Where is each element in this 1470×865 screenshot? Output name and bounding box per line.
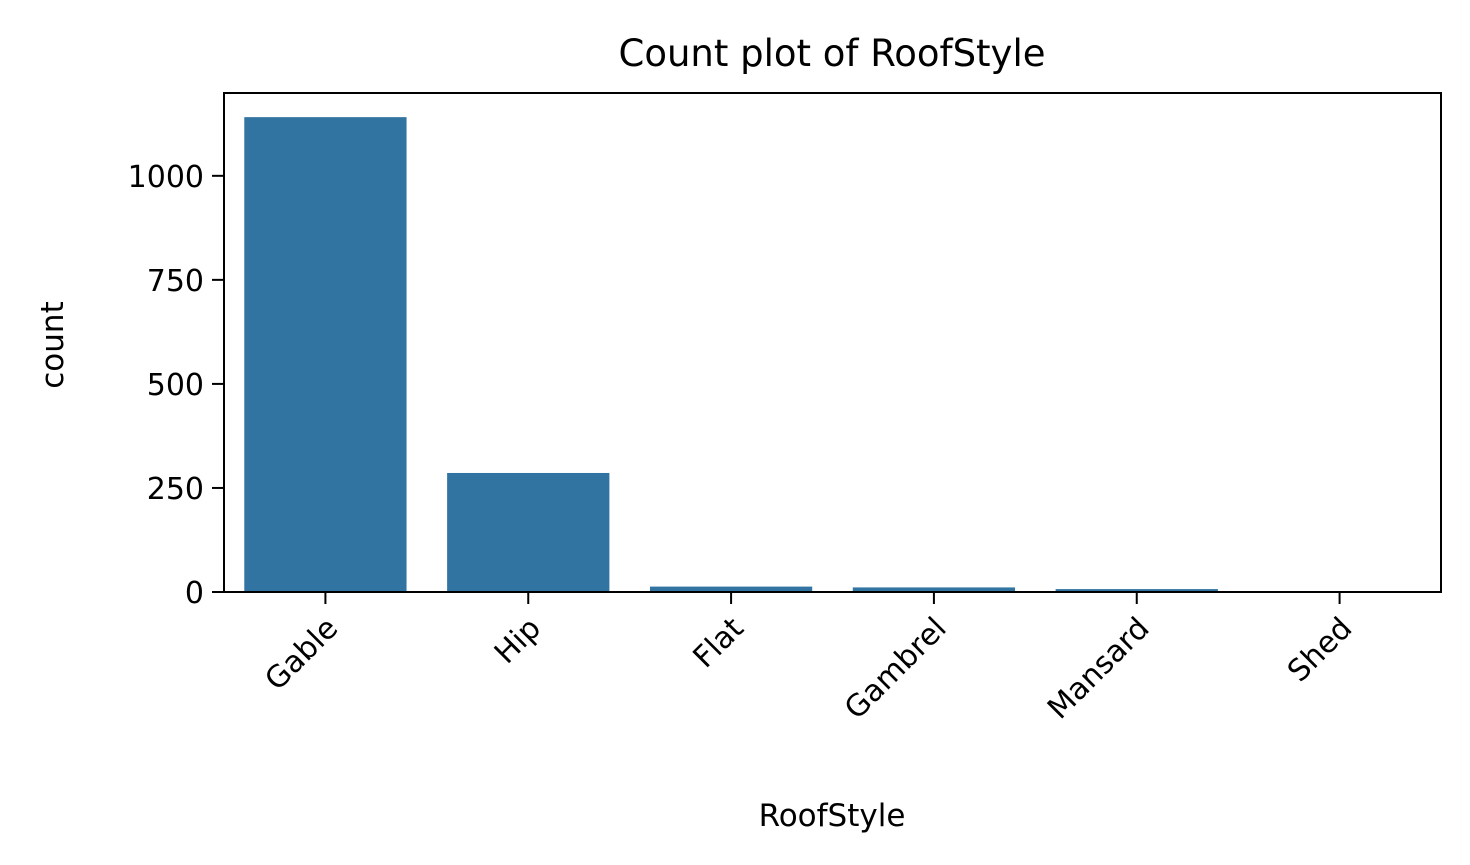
bar-gambrel bbox=[852, 587, 1016, 592]
bars-group bbox=[244, 117, 1421, 592]
plot-frame bbox=[223, 92, 1442, 593]
y-tick-label: 250 bbox=[147, 472, 204, 507]
y-axis-title: count bbox=[35, 301, 71, 388]
y-tick-label: 500 bbox=[147, 368, 204, 403]
bar-flat bbox=[649, 586, 813, 592]
chart-title: Count plot of RoofStyle bbox=[618, 32, 1045, 75]
y-tick-label: 0 bbox=[185, 576, 204, 611]
bar-mansard bbox=[1055, 589, 1218, 592]
bar-gable bbox=[244, 117, 407, 592]
y-axis: 0 250 500 750 1000 bbox=[128, 160, 224, 611]
bar-hip bbox=[447, 472, 610, 592]
x-axis-title: RoofStyle bbox=[759, 798, 906, 834]
y-tick-label: 750 bbox=[147, 264, 204, 299]
y-tick-label: 1000 bbox=[128, 160, 204, 195]
